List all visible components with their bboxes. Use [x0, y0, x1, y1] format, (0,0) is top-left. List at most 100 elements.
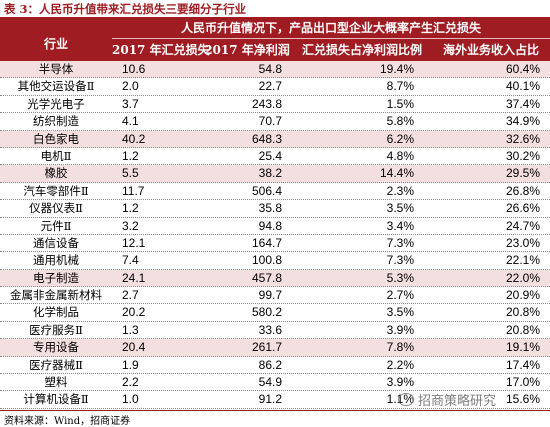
table-title: 表 3：人民币升值带来汇兑损失三要细分子行业	[4, 2, 247, 16]
cell-net-profit: 94.8	[258, 218, 282, 233]
cell-overseas-share: 37.4%	[505, 96, 540, 111]
cell-net-profit: 22.7	[258, 79, 282, 94]
cell-overseas-share: 23.0%	[505, 235, 540, 250]
cell-net-profit: 164.7	[251, 235, 282, 250]
header-divider	[112, 38, 550, 39]
watermark: 招商策略研究	[398, 390, 496, 409]
cell-fx-loss: 3.2	[122, 218, 139, 233]
cell-overseas-share: 29.5%	[505, 166, 540, 181]
cell-fx-loss: 24.1	[122, 270, 146, 285]
cell-overseas-share: 26.8%	[505, 183, 540, 198]
source-note: 资料来源：Wind，招商证券	[4, 416, 131, 427]
table-row: 白色家电 40.2 648.3 6.2% 32.6%	[0, 130, 550, 148]
cell-overseas-share: 20.8%	[505, 322, 540, 337]
watermark-text: 招商策略研究	[418, 394, 497, 409]
cell-industry: 通信设备	[33, 235, 79, 250]
cell-fx-loss: 11.7	[122, 183, 145, 198]
cell-overseas-share: 26.6%	[505, 201, 540, 216]
cell-net-profit: 54.9	[258, 375, 282, 390]
cell-fx-loss: 10.6	[122, 62, 146, 76]
cell-overseas-share: 60.4%	[505, 62, 540, 76]
table-row: 橡胶 5.5 38.2 14.4% 29.5%	[0, 165, 550, 183]
cell-fx-loss: 4.1	[122, 114, 139, 129]
cell-loss-ratio: 2.7%	[386, 288, 414, 303]
cell-industry: 医疗服务Ⅱ	[29, 322, 83, 337]
cell-fx-loss: 7.4	[122, 253, 139, 268]
cell-fx-loss: 1.2	[122, 201, 139, 216]
cell-fx-loss: 2.2	[122, 375, 139, 390]
column-header-industry: 行业	[43, 37, 68, 51]
table-row: 通用机械 7.4 100.8 7.3% 22.1%	[0, 252, 550, 270]
table-row: 电机Ⅱ 1.2 25.4 4.8% 30.2%	[0, 148, 550, 166]
table-row: 汽车零部件Ⅱ 11.7 506.4 2.3% 26.8%	[0, 183, 550, 201]
column-header-loss: 2017 年汇兑损失	[112, 43, 210, 57]
cell-fx-loss: 2.7	[122, 288, 139, 303]
cell-loss-ratio: 14.4%	[379, 166, 414, 181]
cell-industry: 通用机械	[33, 253, 79, 268]
cell-fx-loss: 1.0	[122, 392, 139, 407]
cell-fx-loss: 20.2	[122, 305, 146, 320]
cell-overseas-share: 17.4%	[505, 357, 540, 372]
table-body: 半导体 10.6 54.8 19.4% 60.4% 其他交运设备Ⅱ 2.0 22.7 8.7% 4…	[0, 61, 550, 409]
cell-net-profit: 54.8	[258, 62, 282, 76]
cell-overseas-share: 22.1%	[505, 253, 540, 268]
cell-loss-ratio: 3.4%	[386, 218, 414, 233]
cell-loss-ratio: 19.4%	[379, 62, 414, 76]
cell-loss-ratio: 2.3%	[386, 183, 414, 198]
cell-industry: 专用设备	[33, 340, 79, 355]
cell-fx-loss: 12.1	[122, 235, 146, 250]
cell-net-profit: 91.2	[258, 392, 282, 407]
table-row: 光学光电子 3.7 243.8 1.5% 37.4%	[0, 96, 550, 114]
cell-net-profit: 648.3	[251, 131, 282, 146]
cell-loss-ratio: 3.9%	[386, 322, 414, 337]
cell-industry: 塑料	[44, 375, 68, 390]
cell-net-profit: 243.8	[251, 96, 282, 111]
table-bottom-rule	[0, 410, 550, 411]
cell-net-profit: 25.4	[258, 148, 282, 163]
cell-net-profit: 580.2	[251, 305, 282, 320]
table-row: 纺织制造 4.1 70.7 5.8% 34.9%	[0, 113, 550, 131]
cell-overseas-share: 19.1%	[505, 340, 540, 355]
cell-net-profit: 35.8	[258, 201, 282, 216]
cell-industry: 医疗器械Ⅱ	[29, 357, 83, 372]
cell-loss-ratio: 7.3%	[386, 235, 414, 250]
cell-overseas-share: 40.1%	[505, 79, 540, 94]
table-row: 医疗服务Ⅱ 1.3 33.6 3.9% 20.8%	[0, 322, 550, 340]
cell-fx-loss: 5.5	[122, 166, 139, 181]
table-header: 人民币升值情况下，产品出口型企业大概率产生汇兑损失 行业 2017 年汇兑损失 …	[0, 18, 550, 61]
wechat-icon	[398, 393, 414, 406]
cell-net-profit: 86.2	[258, 357, 282, 372]
header-group-title: 人民币升值情况下，产品出口型企业大概率产生汇兑损失	[180, 21, 481, 35]
table-row: 塑料 2.2 54.9 3.9% 17.0%	[0, 374, 550, 392]
cell-net-profit: 506.4	[251, 183, 282, 198]
table-row: 半导体 10.6 54.8 19.4% 60.4%	[0, 61, 550, 79]
cell-overseas-share: 17.0%	[505, 375, 540, 390]
cell-loss-ratio: 8.7%	[386, 79, 414, 94]
cell-fx-loss: 1.3	[122, 322, 139, 337]
table-row: 金属非金属新材料 2.7 99.7 2.7% 20.9%	[0, 287, 550, 305]
table-row: 电子制造 24.1 457.8 5.3% 22.0%	[0, 269, 550, 288]
table-row: 医疗器械Ⅱ 1.9 86.2 2.2% 17.4%	[0, 357, 550, 375]
table-row: 通信设备 12.1 164.7 7.3% 23.0%	[0, 235, 550, 253]
cell-industry: 半导体	[38, 62, 74, 76]
cell-fx-loss: 3.7	[122, 96, 139, 111]
cell-net-profit: 99.7	[258, 288, 282, 303]
cell-net-profit: 38.2	[258, 166, 282, 181]
table-row: 计算机设备Ⅱ 1.0 91.2 1.1% 15.6%	[0, 391, 550, 409]
cell-industry: 其他交运设备Ⅱ	[17, 79, 95, 94]
cell-loss-ratio: 6.2%	[386, 131, 414, 146]
cell-loss-ratio: 3.9%	[386, 375, 414, 390]
table-row: 化学制品 20.2 580.2 3.5% 20.8%	[0, 304, 550, 322]
cell-industry: 电机Ⅱ	[40, 148, 72, 163]
cell-loss-ratio: 4.8%	[386, 148, 414, 163]
cell-loss-ratio: 3.5%	[386, 201, 414, 216]
cell-industry: 白色家电	[33, 131, 79, 146]
cell-net-profit: 70.7	[258, 114, 282, 129]
cell-loss-ratio: 5.8%	[386, 114, 414, 129]
cell-net-profit: 33.6	[258, 322, 282, 337]
column-header-profit: 2017 年净利润	[204, 43, 290, 57]
table-row: 仪器仪表Ⅱ 1.2 35.8 3.5% 26.6%	[0, 200, 550, 218]
cell-industry: 计算机设备Ⅱ	[23, 392, 89, 407]
cell-fx-loss: 1.9	[122, 357, 139, 372]
cell-overseas-share: 20.8%	[505, 305, 540, 320]
